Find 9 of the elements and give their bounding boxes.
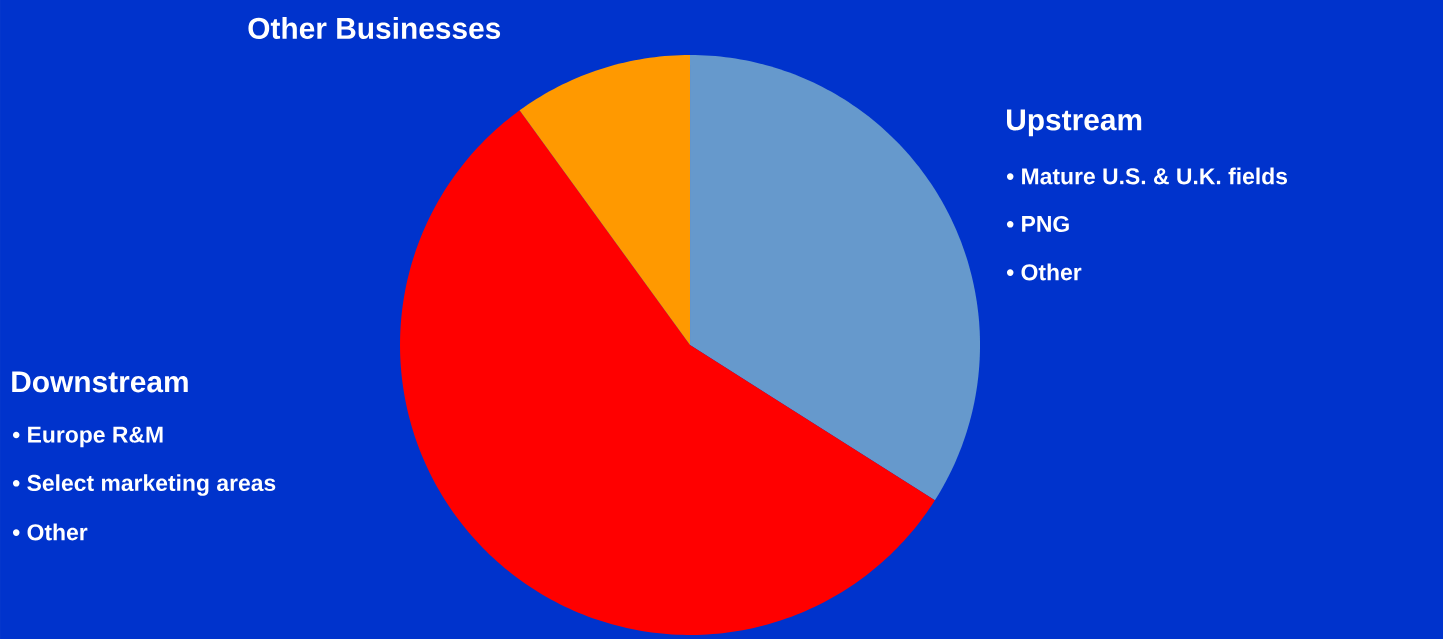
text: • Europe R&M [12,426,163,448]
slice-label: Other Businesses [248,17,501,39]
slice-label: Upstream [1007,109,1142,137]
text: • PNG [1006,215,1069,233]
text: • Mature U.S. & U.K. fields [1006,167,1288,185]
slice-label: Downstream [12,371,188,393]
text: • Other [12,523,88,541]
text: • Select marketing areas [12,474,276,496]
text: • Other [1006,263,1082,281]
